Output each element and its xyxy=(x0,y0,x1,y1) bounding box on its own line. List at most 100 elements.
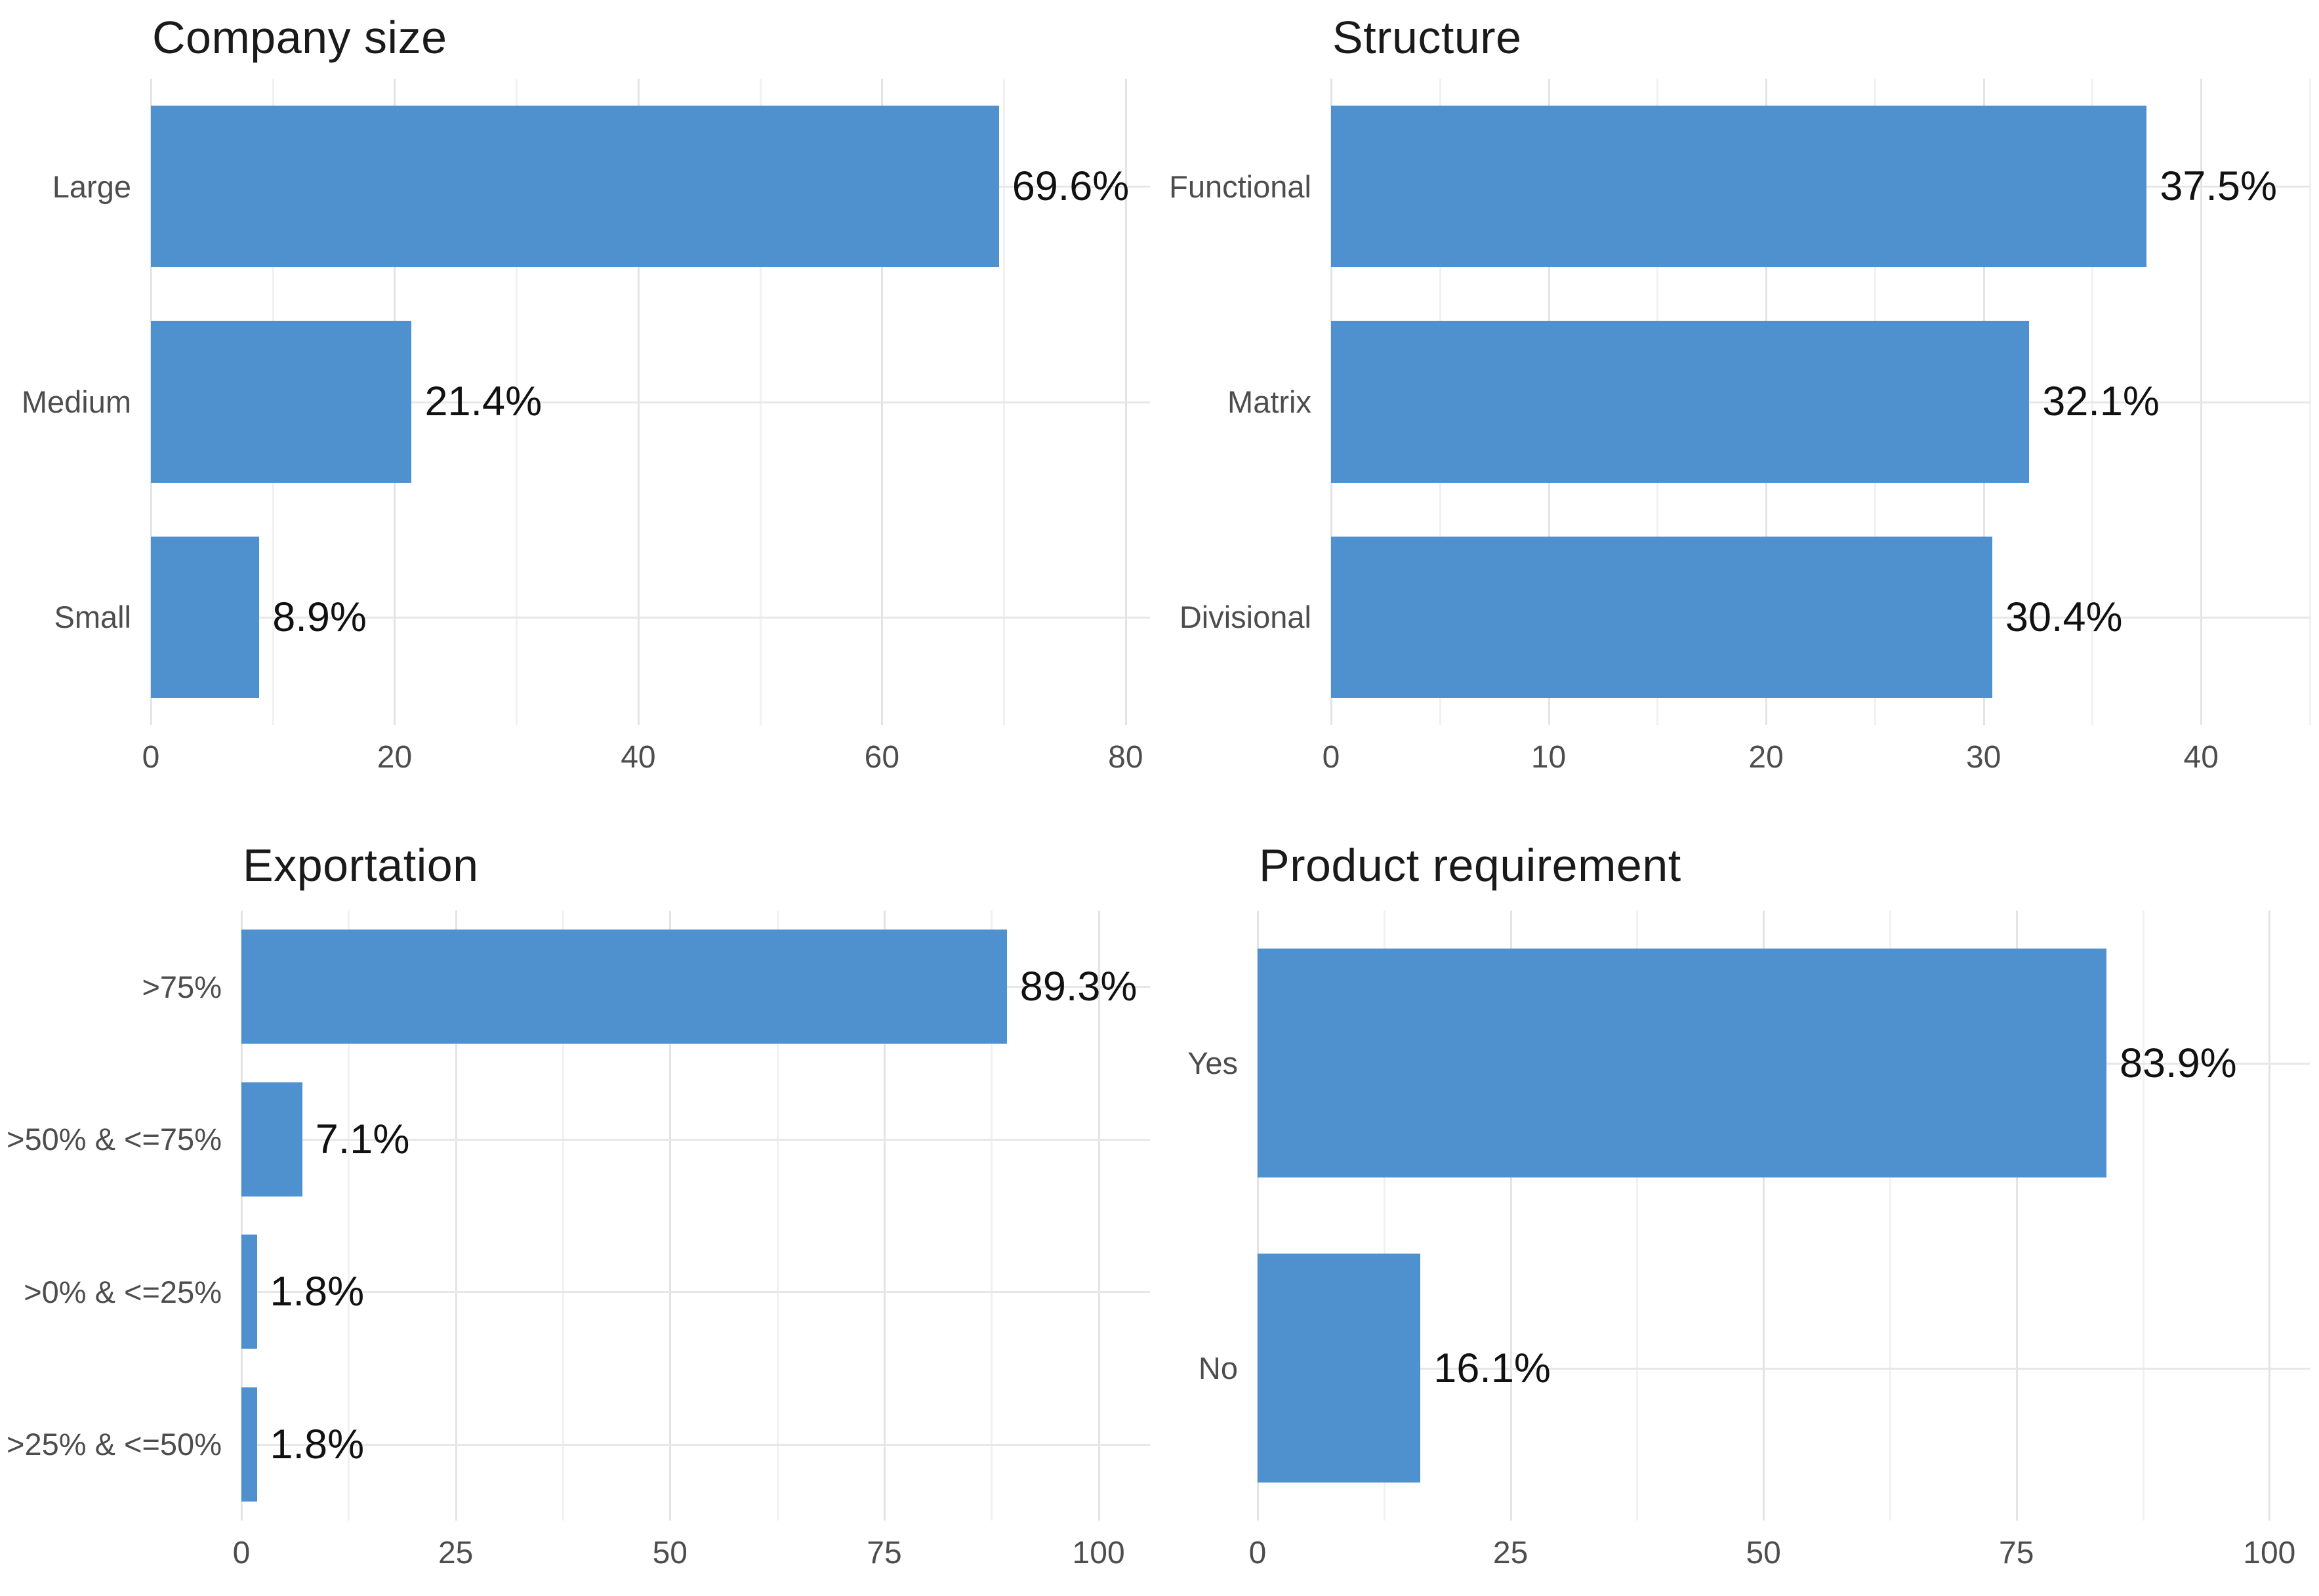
x-tick-label: 100 xyxy=(2243,1536,2296,1570)
gridline-major xyxy=(455,911,457,1521)
value-label: 89.3% xyxy=(1019,964,1138,1010)
x-tick-label: 50 xyxy=(1746,1536,1781,1570)
value-label: 69.6% xyxy=(1012,163,1130,210)
bar xyxy=(1258,1254,1421,1483)
plot-panel: 37.5% 32.1% 30.4% xyxy=(1330,79,2311,725)
x-tick-label: 20 xyxy=(1748,740,1784,775)
plot-panel: 89.3% 7.1% 1.8% 1.8% xyxy=(241,911,1150,1521)
gridline-major xyxy=(2268,911,2271,1521)
x-tick-label: 50 xyxy=(652,1536,687,1570)
x-tick-label: 100 xyxy=(1072,1536,1125,1570)
category-label: >25% & <=50% xyxy=(7,1427,222,1462)
x-axis: 0 25 50 75 100 xyxy=(233,1521,1150,1596)
value-label: 21.4% xyxy=(424,379,543,425)
chart-product-requirement: Product requirement Yes No 83.9% 16.1% 0 25… xyxy=(1159,807,2319,1596)
chart-company-size: Company size Large Medium Small 69.6% 21.4%… xyxy=(0,0,1159,807)
category-label: >0% & <=25% xyxy=(24,1274,222,1309)
value-label: 83.9% xyxy=(2119,1040,2237,1086)
category-label: Small xyxy=(54,600,131,635)
y-axis-labels: Yes No xyxy=(1159,911,1258,1521)
gridline-major xyxy=(1257,911,1259,1521)
bar xyxy=(151,106,999,268)
category-label: Yes xyxy=(1187,1046,1238,1080)
x-tick-label: 0 xyxy=(142,740,160,775)
y-axis-labels: >75% >50% & <=75% >0% & <=25% >25% & <=50% xyxy=(0,911,241,1521)
x-tick-label: 75 xyxy=(867,1536,902,1570)
plot-panel: 83.9% 16.1% xyxy=(1257,911,2310,1521)
bar xyxy=(241,1235,257,1349)
x-tick-label: 0 xyxy=(1248,1536,1267,1570)
value-label: 37.5% xyxy=(2160,163,2277,210)
gridline-minor xyxy=(2142,911,2145,1521)
category-label: >75% xyxy=(142,969,222,1004)
gridline-major xyxy=(241,911,243,1521)
bar xyxy=(1258,949,2106,1177)
x-tick-label: 20 xyxy=(377,740,413,775)
gridline-minor xyxy=(1383,911,1385,1521)
value-label: 32.1% xyxy=(2042,379,2160,425)
bar xyxy=(241,930,1007,1044)
value-label: 1.8% xyxy=(270,1269,365,1315)
chart-structure: Structure Functional Matrix Divisional 37.… xyxy=(1159,0,2319,807)
category-label: Medium xyxy=(21,384,131,419)
x-tick-label: 25 xyxy=(1492,1536,1529,1570)
chart-title: Product requirement xyxy=(1259,840,1681,891)
x-tick-label: 60 xyxy=(864,740,900,775)
value-label: 7.1% xyxy=(315,1116,410,1162)
x-tick-label: 0 xyxy=(1322,740,1340,775)
gridline-major xyxy=(883,911,886,1521)
y-axis-labels: Large Medium Small xyxy=(0,79,151,725)
x-tick-label: 40 xyxy=(2183,740,2219,775)
bar xyxy=(151,321,412,483)
gridline-category xyxy=(1258,1367,2310,1370)
chart-title: Exportation xyxy=(243,840,479,891)
bar xyxy=(241,1082,302,1197)
gridline-major xyxy=(669,911,672,1521)
gridline-minor xyxy=(776,911,779,1521)
gridline-category xyxy=(151,401,1150,403)
value-label: 8.9% xyxy=(272,594,367,640)
gridline-major xyxy=(1098,911,1100,1521)
x-tick-label: 75 xyxy=(1999,1536,2034,1570)
bar xyxy=(1331,536,1992,698)
plot-panel: 69.6% 21.4% 8.9% xyxy=(150,79,1150,725)
gridline-category xyxy=(151,616,1150,619)
chart-title: Company size xyxy=(152,12,447,63)
gridline-minor xyxy=(348,911,350,1521)
bar xyxy=(241,1387,257,1502)
bar xyxy=(1331,321,2030,483)
gridline-minor xyxy=(562,911,564,1521)
gridline-category xyxy=(241,1291,1150,1294)
y-axis-labels: Functional Matrix Divisional xyxy=(1159,79,1331,725)
category-label: Divisional xyxy=(1179,600,1311,635)
category-label: Large xyxy=(52,169,131,204)
category-label: No xyxy=(1198,1351,1238,1385)
gridline-category xyxy=(241,1443,1150,1446)
category-label: Matrix xyxy=(1227,384,1311,419)
x-tick-label: 30 xyxy=(1965,740,2001,775)
category-label: >50% & <=75% xyxy=(7,1122,222,1157)
gridline-major xyxy=(1763,911,1765,1521)
value-label: 1.8% xyxy=(270,1421,365,1467)
value-label: 30.4% xyxy=(2005,594,2123,640)
gridline-category xyxy=(241,1138,1150,1141)
x-tick-label: 10 xyxy=(1530,740,1567,775)
gridline-major xyxy=(1509,911,1512,1521)
gridline-minor xyxy=(1636,911,1639,1521)
bar xyxy=(1331,106,2147,268)
bar xyxy=(151,536,260,698)
x-tick-label: 80 xyxy=(1108,740,1143,775)
x-axis: 0 20 40 60 80 xyxy=(142,725,1150,807)
x-axis: 0 10 20 30 40 xyxy=(1323,725,2310,807)
x-axis: 0 25 50 75 100 xyxy=(1249,1521,2310,1596)
chart-title: Structure xyxy=(1332,12,1522,63)
value-label: 16.1% xyxy=(1433,1345,1551,1391)
gridline-minor xyxy=(2309,79,2311,725)
x-tick-label: 40 xyxy=(621,740,656,775)
gridline-minor xyxy=(991,911,993,1521)
gridline-major xyxy=(2015,911,2018,1521)
chart-exportation: Exportation >75% >50% & <=75% >0% & <=25% >… xyxy=(0,807,1159,1596)
x-tick-label: 25 xyxy=(438,1536,474,1570)
gridline-minor xyxy=(1889,911,1891,1521)
